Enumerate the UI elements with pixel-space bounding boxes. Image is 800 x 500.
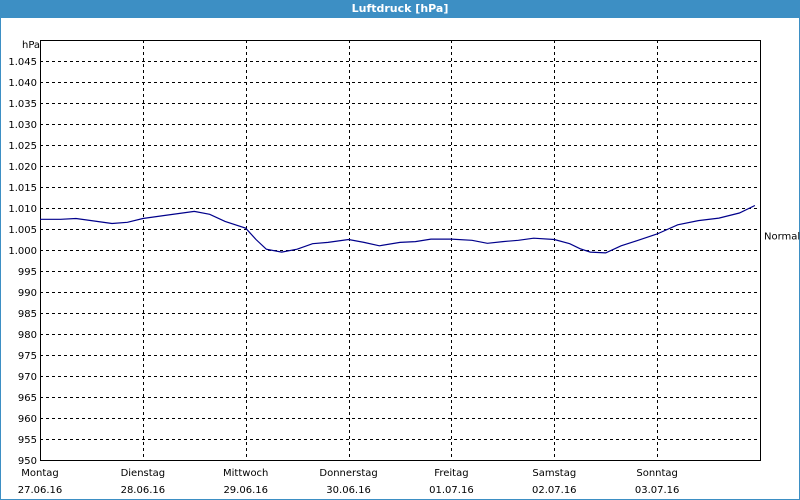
grid [40,40,760,460]
x-tick-weekday: Sonntag [636,468,678,479]
y-tick-label: 1.000 [8,246,37,257]
chart-title: Luftdruck [hPa] [0,0,800,18]
x-tick-weekday: Freitag [434,468,468,479]
x-tick-weekday: Donnerstag [319,468,377,479]
y-tick-label: 955 [18,435,37,446]
y-tick-label: 1.045 [8,57,37,68]
x-tick-date: 29.06.16 [223,485,268,496]
y-tick-label: 970 [18,372,37,383]
y-tick-label: 985 [18,309,37,320]
y-tick-label: 960 [18,414,37,425]
series-line [40,204,756,254]
y-tick-label: 995 [18,267,37,278]
y-tick-label: 950 [18,456,37,467]
y-tick-label: 1.005 [8,225,37,236]
x-tick-date: 28.06.16 [121,485,166,496]
x-tick-date: 27.06.16 [18,485,63,496]
x-tick-date: 30.06.16 [326,485,371,496]
y-axis-unit-label: hPa [22,40,40,51]
x-tick-date: 03.07.16 [635,485,680,496]
x-tick-date: 02.07.16 [532,485,577,496]
y-axis-ticks: 1.045 1.040 1.035 1.030 1.025 1.020 1.015 1.010… [8,57,37,467]
x-tick-weekday: Samstag [532,468,576,479]
y-tick-label: 990 [18,288,37,299]
y-tick-label: 975 [18,351,37,362]
x-tick-weekday: Montag [21,468,58,479]
y-tick-label: 1.030 [8,120,37,131]
y-tick-label: 1.035 [8,99,37,110]
x-tick-weekday: Dienstag [121,468,166,479]
y-tick-label: 1.015 [8,183,37,194]
reference-line-label: Normal [764,231,800,242]
series-layer [40,204,756,254]
y-tick-label: 1.025 [8,141,37,152]
y-tick-label: 1.020 [8,162,37,173]
x-tick-date: 01.07.16 [429,485,474,496]
y-tick-label: 1.010 [8,204,37,215]
y-tick-label: 965 [18,393,37,404]
y-tick-label: 980 [18,330,37,341]
plot-border [40,40,761,461]
x-axis-ticks: Montag 27.06.16 Dienstag 28.06.16 Mittwoch 29… [18,468,680,496]
x-tick-weekday: Mittwoch [223,468,268,479]
y-tick-label: 1.040 [8,78,37,89]
axes [40,40,761,461]
